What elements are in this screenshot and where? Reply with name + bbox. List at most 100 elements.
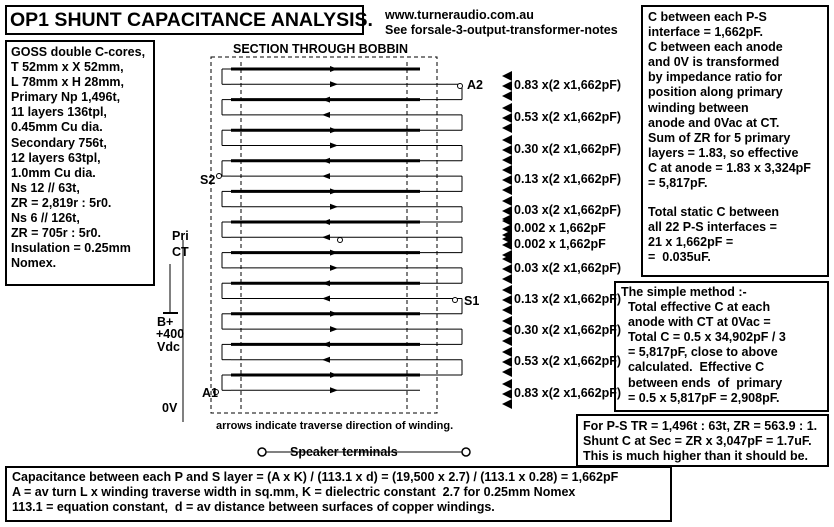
tap-dot <box>337 237 343 243</box>
s1-label: S1 <box>464 294 480 308</box>
website-url: www.turneraudio.com.au <box>385 8 534 22</box>
core-specification-notes: GOSS double C-cores, T 52mm x X 52mm, L … <box>5 40 155 286</box>
traverse-arrow <box>330 66 338 72</box>
traverse-arrow <box>322 234 330 241</box>
capacitance-arrow <box>502 113 512 123</box>
tap-dot <box>457 83 463 89</box>
capacitance-arrow <box>502 285 512 295</box>
capacitance-arrow <box>502 316 512 326</box>
capacitance-arrow <box>502 103 512 113</box>
capacitance-arrow <box>502 135 512 145</box>
capacitance-label: 0.13 x(2 x1,662pF) <box>514 292 622 306</box>
bobbin-outline <box>210 56 438 414</box>
capacitance-arrow <box>502 165 512 175</box>
capacitance-label: 0.53 x(2 x1,662pF) <box>514 110 622 124</box>
reference-note: See forsale-3-output-transformer-notes <box>385 23 618 37</box>
s2-label: S2 <box>200 173 216 187</box>
capacitance-arrow <box>502 155 512 165</box>
capacitance-arrow <box>502 336 512 346</box>
ct-label: CT <box>172 245 189 259</box>
traverse-arrow <box>322 96 330 103</box>
b-volts-label: +400 <box>156 327 185 341</box>
traverse-arrow <box>322 157 330 164</box>
traverse-arrow <box>330 142 338 149</box>
static-capacitance-notes: Total static C between all 22 P-S interf… <box>648 205 780 265</box>
traverse-arrow <box>322 111 330 118</box>
zero-volt-label: 0V <box>162 401 178 415</box>
traverse-arrow <box>330 326 338 333</box>
capacitance-label: 0.30 x(2 x1,662pF) <box>514 323 622 337</box>
speaker-label: Speaker terminals <box>290 445 398 459</box>
capacitance-arrow <box>502 240 512 250</box>
traverse-arrow <box>322 173 330 180</box>
capacitance-notes-panel: C between each P-S interface = 1,662pF. … <box>641 5 829 277</box>
tap-dot <box>213 389 219 395</box>
capacitance-label: 0.83 x(2 x1,662pF) <box>514 386 622 400</box>
capacitance-arrow <box>502 81 512 91</box>
traverse-arrow <box>330 249 338 256</box>
traverse-arrow <box>322 219 330 225</box>
traverse-arrow <box>330 310 338 317</box>
capacitance-equation-notes: Capacitance between each P and S layer =… <box>5 466 672 522</box>
section-label: SECTION THROUGH BOBBIN <box>233 42 408 56</box>
capacitance-arrow <box>502 367 512 377</box>
capacitance-arrow <box>502 196 512 206</box>
capacitance-label: 0.002 x 1,662pF <box>514 221 606 235</box>
tap-dot <box>216 173 222 179</box>
capacitance-arrow <box>502 379 512 389</box>
traverse-arrow <box>330 81 338 88</box>
simple-method-notes: The simple method :- Total effective C a… <box>614 281 829 412</box>
traverse-arrow <box>322 356 330 363</box>
traverse-arrow <box>330 127 338 134</box>
page-title: OP1 SHUNT CAPACITANCE ANALYSIS. <box>5 5 373 35</box>
tap-dot <box>452 297 458 303</box>
capacitance-arrow <box>502 230 512 240</box>
capacitance-label: 0.03 x(2 x1,662pF) <box>514 261 622 275</box>
capacitance-arrow <box>502 295 512 305</box>
capacitance-arrow <box>502 274 512 284</box>
traverse-arrow <box>322 280 330 287</box>
shunt-c-notes: For P-S TR = 1,496t : 63t, ZR = 563.9 : … <box>576 414 829 467</box>
capacitance-arrow <box>502 305 512 315</box>
capacitance-label: 0.03 x(2 x1,662pF) <box>514 203 622 217</box>
anode-capacitance-notes: C between each P-S interface = 1,662pF. … <box>648 10 811 191</box>
traverse-arrow <box>330 203 338 210</box>
capacitance-arrow <box>502 214 512 224</box>
arrows-note: arrows indicate traverse direction of wi… <box>216 420 454 432</box>
traverse-arrow <box>322 295 330 302</box>
a2-label: A2 <box>467 78 483 92</box>
capacitance-arrow <box>502 347 512 357</box>
speaker-terminal-left <box>257 447 267 457</box>
winding-layers <box>213 66 463 395</box>
capacitance-arrow <box>502 357 512 367</box>
traverse-arrow <box>322 341 330 348</box>
vdc-label: Vdc <box>157 340 180 354</box>
speaker-terminal-right <box>461 447 471 457</box>
capacitance-arrow <box>502 175 512 185</box>
capacitance-arrows <box>502 71 512 409</box>
capacitance-arrow <box>502 399 512 409</box>
capacitance-label: 0.30 x(2 x1,662pF) <box>514 142 622 156</box>
capacitance-arrow <box>502 91 512 101</box>
capacitance-arrow <box>502 185 512 195</box>
traverse-arrow <box>330 387 338 394</box>
traverse-arrow <box>330 372 338 378</box>
traverse-arrow <box>330 264 338 271</box>
pri-label: Pri <box>172 229 189 243</box>
capacitance-label: 0.002 x 1,662pF <box>514 237 606 251</box>
a1-label: A1 <box>202 386 218 400</box>
capacitance-arrow <box>502 389 512 399</box>
capacitance-arrow <box>502 206 512 216</box>
capacitance-arrow <box>502 264 512 274</box>
capacitance-arrow <box>502 145 512 155</box>
b-plus-label: B+ <box>157 315 174 329</box>
capacitance-arrow <box>502 123 512 133</box>
capacitance-label: 0.83 x(2 x1,662pF) <box>514 78 622 92</box>
capacitance-label: 0.13 x(2 x1,662pF) <box>514 172 622 186</box>
traverse-arrow <box>330 188 338 195</box>
capacitance-arrow <box>502 326 512 336</box>
capacitance-label: 0.53 x(2 x1,662pF) <box>514 354 622 368</box>
capacitance-arrow <box>502 254 512 264</box>
capacitance-arrow <box>502 71 512 81</box>
